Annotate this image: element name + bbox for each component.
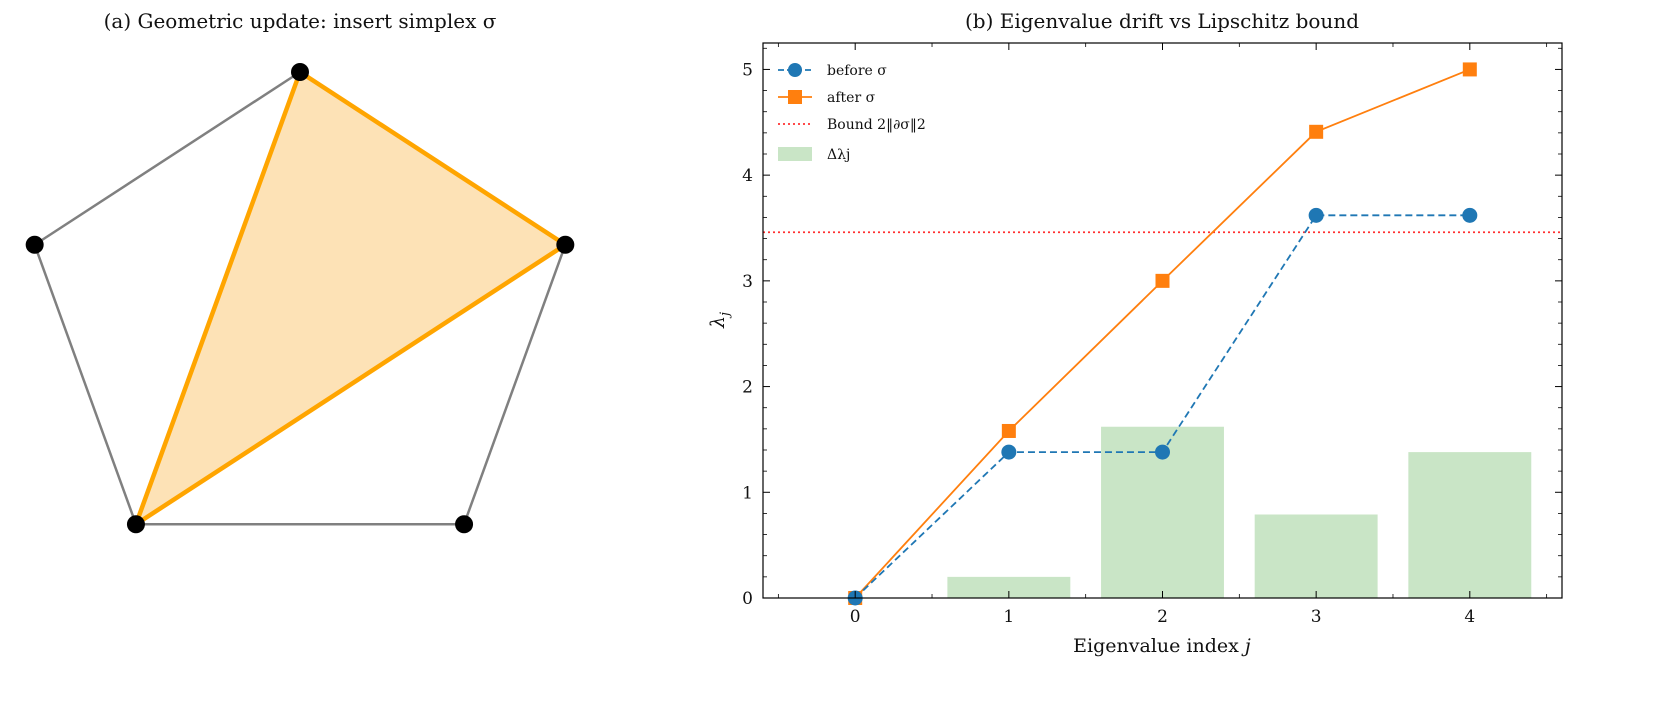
y-axis-label-lambda: λ: [707, 316, 729, 329]
edge-v4-v0: [33, 70, 301, 246]
bar-delta-lambda-1: [947, 576, 1071, 598]
legend-label-before-sigma: before σ: [827, 63, 887, 79]
panel-b-title: (b) Eigenvalue drift vs Lipschitz bound: [965, 9, 1359, 33]
legend-swatch-delta-lambda: [778, 147, 812, 161]
y-axis-label-sub: j: [718, 312, 733, 319]
point-before-sigma-3: [1308, 207, 1324, 223]
edge-v3-v4: [33, 244, 138, 525]
legend-label-delta-lambda: Δλj: [827, 147, 850, 163]
bar-delta-lambda-4: [1408, 452, 1532, 598]
panel-a-title: (a) Geometric update: insert simplex σ: [104, 9, 497, 33]
y-tick-label-1: 1: [742, 483, 753, 503]
simplex-fill: [135, 72, 566, 525]
edge-v1-v2: [462, 244, 567, 525]
simplex-edge-v0-v1: [297, 69, 568, 247]
x-tick-label-1: 1: [1003, 607, 1014, 627]
x-axis-label: Eigenvalue index j: [1073, 635, 1251, 657]
x-tick-label-2: 2: [1157, 607, 1168, 627]
x-axis-label-var: j: [1241, 635, 1251, 657]
vertex-v1: [556, 235, 575, 254]
simplex-edge-v1-v3: [133, 242, 568, 527]
point-after-sigma-4: [1462, 62, 1477, 77]
legend-label-after-sigma: after σ: [827, 90, 876, 106]
point-before-sigma-2: [1155, 444, 1170, 460]
y-axis-label: λj: [707, 312, 733, 329]
legend-marker-after-sigma: [788, 90, 802, 104]
panel-a-geometric-update: (a) Geometric update: insert simplex σ: [25, 9, 575, 534]
legend-label-bound: Bound 2‖∂σ‖2: [827, 117, 926, 133]
vertex-v3: [126, 515, 145, 534]
y-tick-label-2: 2: [742, 378, 753, 398]
point-after-sigma-3: [1309, 124, 1324, 139]
y-tick-label-5: 5: [742, 60, 753, 80]
point-after-sigma-1: [1001, 423, 1016, 438]
point-before-sigma-4: [1462, 207, 1478, 223]
y-tick-label-0: 0: [742, 589, 753, 609]
y-tick-label-3: 3: [742, 272, 753, 292]
point-after-sigma-2: [1155, 273, 1170, 288]
simplex-edge-v3-v0: [133, 69, 303, 527]
panel-b-eigenvalue-chart: (b) Eigenvalue drift vs Lipschitz bound …: [707, 9, 1563, 657]
axis-ticks: 0 1 2 3 4 0 1 2 3 4 5: [742, 43, 1562, 627]
legend: before σ after σ Bound 2‖∂σ‖2 Δλj: [778, 63, 926, 163]
vertex-v2: [455, 515, 474, 534]
vertex-v4: [25, 235, 44, 254]
x-tick-label-3: 3: [1311, 607, 1322, 627]
y-tick-label-4: 4: [742, 166, 753, 186]
point-before-sigma-1: [1001, 444, 1017, 460]
vertex-v0: [291, 63, 309, 81]
legend-marker-before-sigma: [788, 63, 802, 77]
x-tick-label-0: 0: [850, 607, 861, 627]
x-tick-label-4: 4: [1464, 607, 1475, 627]
bar-delta-lambda-3: [1254, 514, 1378, 598]
plot-area: [763, 62, 1562, 606]
